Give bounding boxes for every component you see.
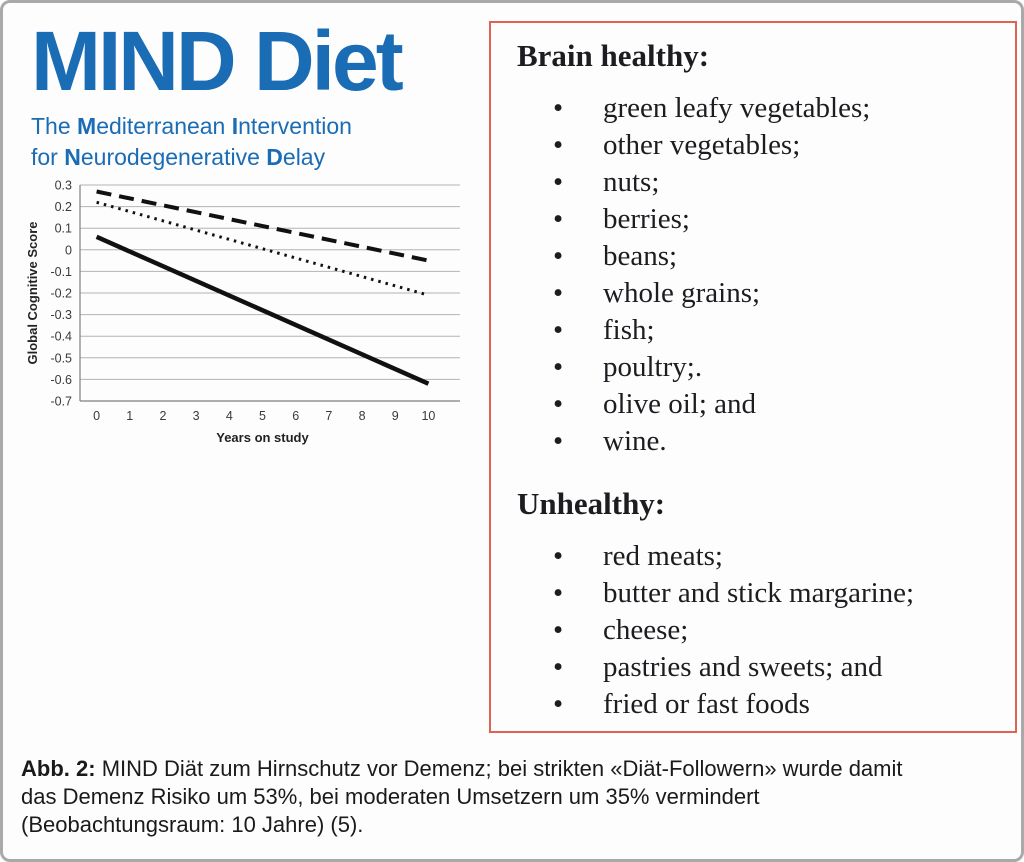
diet-lists-box: Brain healthy: green leafy vegetables;ot… [489,21,1017,733]
list-item: fried or fast foods [553,686,1005,723]
list-item: poultry;. [553,349,1005,386]
list-item: nuts; [553,164,1005,201]
list-item: olive oil; and [553,386,1005,423]
list-item: green leafy vegetables; [553,90,1005,127]
x-tick-label: 5 [259,409,266,423]
x-tick-label: 1 [126,409,133,423]
y-tick-label: 0 [65,243,72,257]
subtitle-line: The Mediterranean Intervention [31,113,352,139]
subtitle-line: for Neurodegenerative Delay [31,144,326,170]
y-tick-label: -0.1 [50,265,72,279]
x-tick-label: 6 [292,409,299,423]
y-tick-label: 0.3 [55,179,72,193]
list-item: berries; [553,201,1005,238]
cognitive-score-chart: 0.3 0.2 0.1 0 -0.1 -0.2 -0.3 -0.4 -0.5 -0.6 -0.7 0 1… [25,179,460,445]
caption-line: Abb. 2: MIND Diät zum Hirnschutz vor Dem… [21,755,981,783]
y-tick-label: 0.2 [55,200,72,214]
y-tick-label: -0.2 [50,287,72,301]
caption-line: das Demenz Risiko um 53%, bei moderaten … [21,784,760,809]
x-tick-label: 0 [93,409,100,423]
list-item: cheese; [553,612,1005,649]
x-tick-label: 7 [325,409,332,423]
chart-dotted-line [96,200,429,297]
y-tick-label: -0.3 [50,308,72,322]
y-tick-label: 0.1 [55,222,72,236]
chart-dashed-line [96,189,429,263]
x-tick-label: 4 [226,409,233,423]
list-item: beans; [553,238,1005,275]
list-item: whole grains; [553,275,1005,312]
y-tick-label: -0.4 [50,330,72,344]
brain-healthy-heading: Brain healthy: [517,38,710,73]
title-block: MIND Diet The Mediterranean Intervention… [31,14,404,173]
caption-line: (Beobachtungsraum: 10 Jahre) (5). [21,812,364,837]
figure-caption: Abb. 2: MIND Diät zum Hirnschutz vor Dem… [21,755,981,839]
list-item: butter and stick margarine; [553,575,1005,612]
x-tick-label: 9 [392,409,399,423]
list-item: fish; [553,312,1005,349]
y-tick-label: -0.5 [50,351,72,365]
y-tick-label: -0.7 [50,395,72,409]
brain-healthy-list: green leafy vegetables;other vegetables;… [553,90,1005,460]
y-axis-label: Global Cognitive Score [25,221,40,364]
list-item: wine. [553,423,1005,460]
x-tick-label: 8 [359,409,366,423]
caption-label: Abb. 2: [21,756,96,781]
unhealthy-list: red meats;butter and stick margarine;che… [553,538,1005,723]
chart-solid-line [95,234,430,386]
x-tick-label: 10 [421,409,435,423]
unhealthy-heading: Unhealthy: [517,486,666,521]
y-tick-label: -0.6 [50,373,72,387]
x-tick-label: 3 [193,409,200,423]
list-item: pastries and sweets; and [553,649,1005,686]
subtitle: The Mediterranean Intervention for Neurod… [31,111,401,173]
list-item: red meats; [553,538,1005,575]
list-item: other vegetables; [553,127,1005,164]
x-axis-label: Years on study [216,430,309,445]
x-tick-label: 2 [159,409,166,423]
page-title: MIND Diet [31,14,404,108]
caption-text: MIND Diät zum Hirnschutz vor Demenz; bei… [101,756,903,781]
